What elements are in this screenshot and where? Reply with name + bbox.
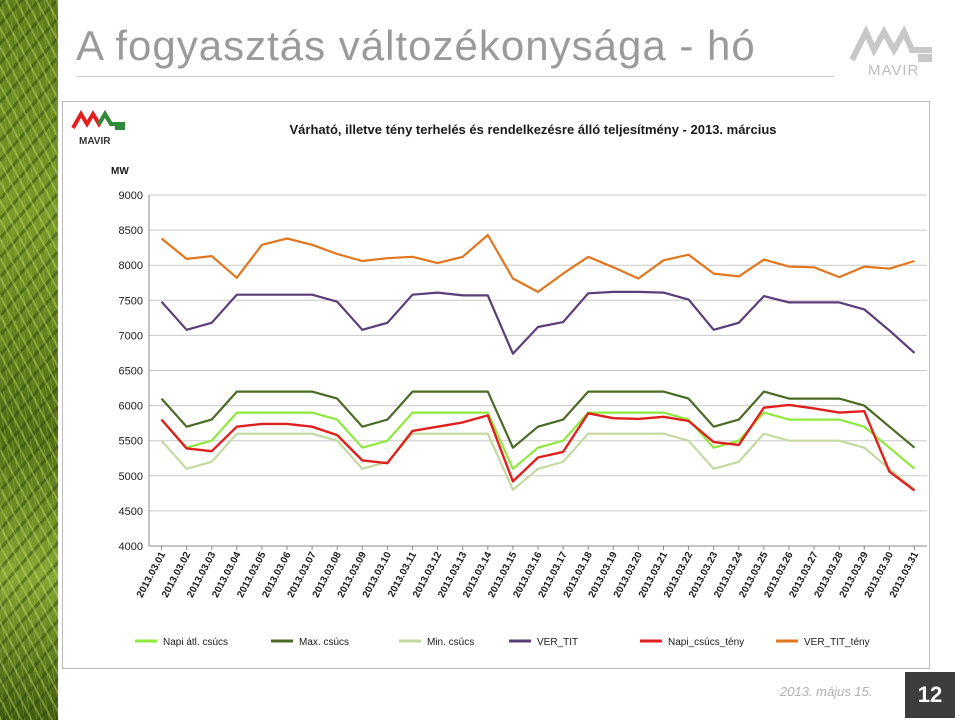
series-line-0 bbox=[160, 411, 916, 470]
mavir-logo-text: MAVIR bbox=[868, 62, 920, 79]
chart-mavir-logo-icon bbox=[71, 110, 125, 130]
y-tick-label: 4000 bbox=[119, 541, 143, 553]
chart-title: Várható, illetve tény terhelés és rendel… bbox=[289, 122, 776, 137]
y-tick-label: 5000 bbox=[119, 471, 143, 483]
y-tick-label: 7500 bbox=[119, 295, 143, 307]
series-line-1 bbox=[160, 390, 916, 449]
slide-date: 2013. május 15. bbox=[780, 684, 873, 699]
series-line-2 bbox=[160, 432, 916, 491]
legend-label: Min. csúcs bbox=[427, 637, 474, 648]
y-tick-label: 5500 bbox=[119, 436, 143, 448]
y-tick-label: 4500 bbox=[119, 506, 143, 518]
legend-label: VER_TIT_tény bbox=[804, 637, 870, 648]
chart-logo-text: MAVIR bbox=[79, 136, 111, 147]
decorative-grass-strip bbox=[0, 0, 58, 720]
legend-label: Max. csúcs bbox=[299, 637, 349, 648]
y-tick-label: 8500 bbox=[119, 225, 143, 237]
series-line-4 bbox=[160, 403, 916, 492]
series-line-5 bbox=[160, 233, 915, 293]
mavir-logo-icon bbox=[849, 24, 932, 62]
y-tick-label: 8000 bbox=[119, 260, 143, 272]
y-axis-label: MW bbox=[111, 166, 129, 177]
legend-label: Napi átl. csúcs bbox=[163, 637, 228, 648]
y-tick-label: 7000 bbox=[119, 330, 143, 342]
y-tick-label: 6500 bbox=[119, 366, 143, 378]
page-number-badge: 12 bbox=[905, 672, 955, 718]
y-tick-label: 6000 bbox=[119, 401, 143, 413]
series-line-3 bbox=[160, 290, 916, 355]
legend-label: VER_TIT bbox=[537, 637, 578, 648]
chart-frame: MAVIR Várható, illetve tény terhelés és … bbox=[62, 101, 930, 669]
y-tick-label: 9000 bbox=[119, 190, 143, 202]
title-divider bbox=[76, 76, 834, 77]
load-chart: MAVIR Várható, illetve tény terhelés és … bbox=[71, 110, 927, 648]
slide-title: A fogyasztás változékonysága - hó bbox=[76, 22, 756, 69]
legend-label: Napi_csúcs_tény bbox=[668, 637, 744, 648]
